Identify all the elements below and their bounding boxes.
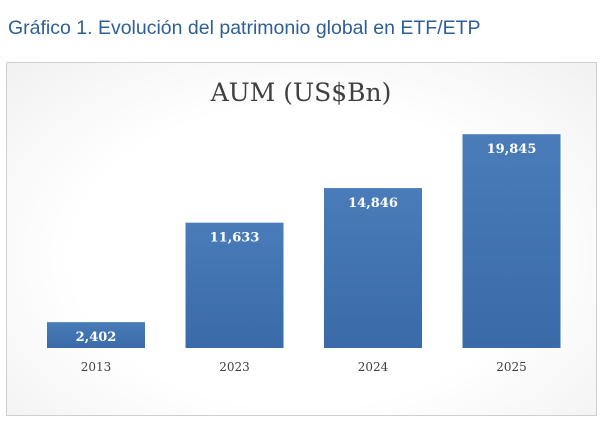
value-label-2013: 2,402 bbox=[76, 330, 117, 345]
x-tick-2023: 2023 bbox=[219, 360, 250, 374]
x-tick-2013: 2013 bbox=[81, 360, 112, 374]
value-label-2023: 11,633 bbox=[210, 231, 260, 246]
value-label-2024: 14,846 bbox=[348, 196, 398, 211]
bar-chart: AUM (US$Bn) 2,402 11,633 14,846 19,845 2013… bbox=[47, 78, 561, 374]
bar-2025 bbox=[462, 134, 561, 348]
value-labels-layer: 2,402 11,633 14,846 19,845 bbox=[76, 142, 537, 345]
value-label-2025: 19,845 bbox=[487, 142, 537, 157]
chart-title: AUM (US$Bn) bbox=[210, 78, 392, 107]
bar-2013 bbox=[47, 322, 145, 348]
x-tick-labels-layer: 2013 2023 2024 2025 bbox=[81, 360, 527, 374]
x-tick-2024: 2024 bbox=[358, 360, 389, 374]
bar-2024 bbox=[324, 188, 422, 348]
bar-2023 bbox=[185, 222, 284, 348]
bars-layer bbox=[47, 134, 561, 348]
page-heading: Gráfico 1. Evolución del patrimonio glob… bbox=[8, 17, 481, 39]
chart-area: AUM (US$Bn) 2,402 11,633 14,846 19,845 2013… bbox=[6, 62, 597, 416]
x-tick-2025: 2025 bbox=[496, 360, 527, 374]
